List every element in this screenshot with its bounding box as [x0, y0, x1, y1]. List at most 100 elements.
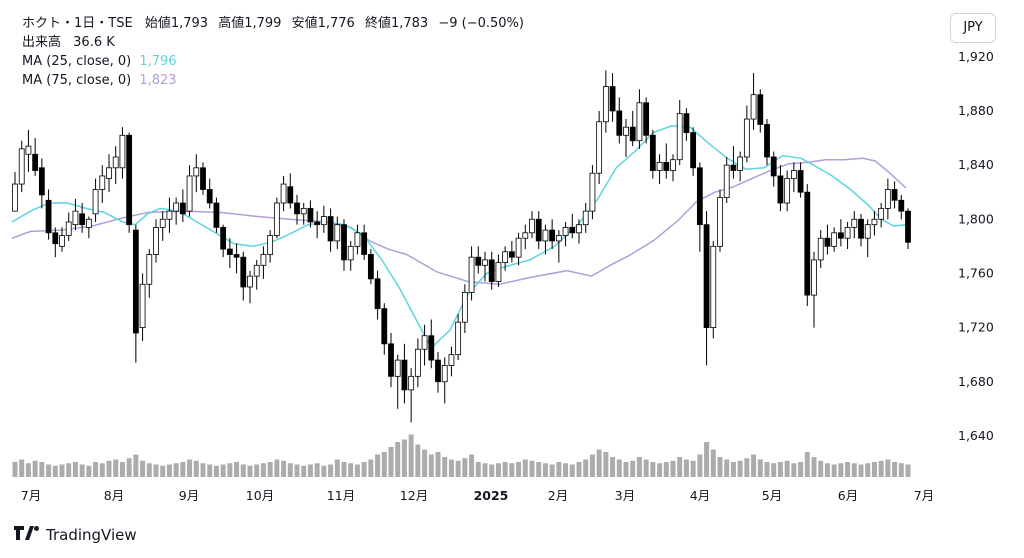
candle-body — [461, 291, 468, 323]
candle-body — [294, 202, 300, 215]
candle — [824, 224, 831, 255]
candle — [529, 211, 535, 239]
ma25-row[interactable]: MA (25, close, 0) 1,796 — [22, 52, 524, 71]
candle — [737, 151, 744, 182]
volume-bar — [744, 458, 750, 477]
symbol-line: ホクト・1日・TSE — [22, 16, 133, 31]
volume-bar — [583, 459, 589, 477]
candle-body — [905, 210, 911, 243]
ma75-layer — [11, 157, 907, 286]
candle — [777, 165, 784, 212]
candle — [287, 173, 294, 209]
volume-bar — [690, 460, 696, 477]
candle-body — [421, 335, 428, 350]
candle-body — [898, 199, 905, 212]
candle — [361, 224, 368, 260]
candle — [623, 119, 629, 157]
candle — [502, 246, 509, 271]
volume-bar — [798, 462, 804, 477]
volume-bar — [657, 463, 663, 477]
candle-body — [153, 226, 159, 255]
x-tick-label: 7月 — [914, 488, 934, 503]
candle-body — [676, 113, 683, 161]
candle-body — [696, 167, 703, 226]
volume-bar — [677, 457, 683, 477]
candle — [173, 197, 180, 225]
volume-bar — [730, 462, 736, 477]
candle — [770, 151, 777, 187]
candle — [636, 89, 643, 149]
candle-body — [441, 365, 448, 383]
candle — [609, 73, 616, 122]
candle — [576, 219, 582, 244]
volume-bar — [737, 460, 743, 477]
candle — [468, 246, 475, 301]
candle — [72, 198, 79, 231]
ma75-row[interactable]: MA (75, close, 0) 1,823 — [22, 71, 524, 90]
candle-body — [710, 245, 717, 328]
candle — [294, 194, 300, 225]
candle-body — [273, 202, 280, 236]
candle-body — [200, 167, 206, 190]
candle-body — [482, 259, 488, 266]
candle — [320, 205, 327, 233]
candle — [435, 351, 441, 393]
candle-body — [213, 202, 220, 228]
candle-body — [240, 256, 247, 288]
volume-bar — [851, 463, 857, 477]
candle — [569, 213, 576, 239]
candle-body — [65, 221, 72, 236]
candle-body — [817, 237, 824, 261]
volume-bar — [683, 459, 689, 477]
volume-bar — [724, 459, 730, 477]
candle — [334, 216, 341, 250]
candle-body — [542, 229, 549, 242]
candle-body — [314, 221, 321, 226]
candle — [649, 129, 656, 179]
volume-bar — [670, 460, 676, 477]
candle-body — [488, 259, 495, 282]
volume-bar — [697, 454, 703, 477]
volume-bar — [623, 462, 629, 477]
volume-value: 36.6 K — [73, 35, 115, 50]
candle — [327, 208, 334, 252]
candle-body — [206, 189, 213, 204]
candle — [461, 284, 468, 334]
candle-body — [52, 232, 59, 245]
volume-bar — [495, 463, 501, 477]
candle — [126, 132, 133, 233]
volume-bar — [784, 460, 790, 477]
candle-body — [764, 124, 770, 158]
currency-button[interactable]: JPY — [950, 13, 996, 43]
tradingview-brand[interactable]: TradingView — [14, 526, 137, 544]
candle-body — [508, 251, 515, 258]
volume-bar — [321, 465, 327, 477]
y-tick-label: 1,640 — [958, 428, 994, 443]
volume-bar — [885, 459, 891, 477]
volume-bar — [240, 464, 246, 477]
candle — [522, 224, 529, 250]
volume-bar — [375, 454, 381, 477]
candle-body — [166, 210, 173, 220]
candle-body — [656, 161, 663, 171]
candle-body — [649, 134, 656, 171]
volume-bar — [704, 442, 710, 477]
volume-bar — [596, 449, 602, 477]
candle — [408, 368, 415, 423]
volume-bar — [72, 462, 78, 477]
candle-body — [435, 359, 441, 383]
candle-body — [576, 224, 582, 234]
x-tick-label: 11月 — [327, 488, 355, 503]
volume-bar — [267, 462, 273, 477]
volume-bar — [415, 444, 421, 477]
volume-bar — [113, 459, 119, 477]
volume-bar — [395, 442, 401, 477]
volume-bar — [858, 464, 864, 477]
candle-body — [535, 218, 542, 242]
candle-body — [623, 126, 629, 136]
candle-body — [522, 232, 529, 239]
candle — [750, 73, 757, 130]
candle — [723, 156, 730, 204]
volume-bar — [361, 462, 367, 477]
